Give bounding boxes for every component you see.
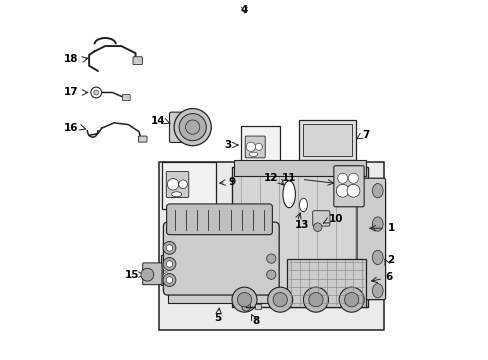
- Circle shape: [163, 242, 176, 254]
- Circle shape: [348, 173, 358, 183]
- Text: 15: 15: [124, 270, 139, 280]
- FancyBboxPatch shape: [356, 178, 385, 300]
- Bar: [167, 291, 274, 303]
- Text: 14: 14: [150, 116, 165, 126]
- FancyBboxPatch shape: [312, 211, 329, 226]
- Bar: [160, 255, 175, 285]
- Text: 11: 11: [281, 173, 296, 183]
- Text: 9: 9: [228, 177, 235, 187]
- Circle shape: [179, 180, 187, 189]
- Circle shape: [339, 287, 364, 312]
- Circle shape: [163, 257, 176, 270]
- Text: 8: 8: [252, 316, 259, 326]
- Circle shape: [166, 261, 172, 267]
- Ellipse shape: [372, 250, 382, 265]
- Circle shape: [246, 142, 255, 152]
- Ellipse shape: [248, 152, 257, 157]
- Circle shape: [303, 287, 328, 312]
- Circle shape: [337, 173, 347, 183]
- Circle shape: [272, 293, 287, 307]
- Bar: [159, 162, 383, 330]
- Circle shape: [336, 184, 348, 197]
- FancyBboxPatch shape: [166, 171, 188, 198]
- Bar: [254, 304, 261, 309]
- Text: 17: 17: [63, 87, 78, 98]
- Circle shape: [231, 287, 257, 312]
- FancyBboxPatch shape: [138, 136, 147, 142]
- Text: 18: 18: [64, 54, 78, 64]
- Text: 16: 16: [64, 123, 78, 133]
- Ellipse shape: [299, 198, 307, 212]
- FancyBboxPatch shape: [333, 166, 364, 207]
- Text: 3: 3: [224, 140, 231, 150]
- FancyBboxPatch shape: [298, 120, 356, 159]
- FancyBboxPatch shape: [163, 222, 279, 295]
- Circle shape: [346, 184, 359, 197]
- Circle shape: [91, 87, 102, 98]
- Ellipse shape: [372, 284, 382, 298]
- Circle shape: [163, 264, 170, 271]
- FancyBboxPatch shape: [122, 95, 130, 101]
- Bar: [287, 258, 365, 307]
- Circle shape: [266, 254, 275, 263]
- FancyBboxPatch shape: [142, 263, 162, 285]
- Ellipse shape: [283, 181, 295, 208]
- Circle shape: [237, 293, 251, 307]
- Circle shape: [267, 287, 292, 312]
- Circle shape: [166, 277, 172, 283]
- Circle shape: [313, 223, 322, 231]
- Bar: [241, 126, 280, 166]
- Circle shape: [308, 293, 323, 307]
- Bar: [162, 162, 216, 208]
- FancyBboxPatch shape: [169, 112, 203, 143]
- Circle shape: [167, 179, 179, 190]
- Circle shape: [266, 270, 275, 279]
- FancyBboxPatch shape: [133, 57, 142, 64]
- Text: 12: 12: [264, 173, 278, 183]
- Text: 10: 10: [328, 214, 342, 224]
- Ellipse shape: [372, 217, 382, 231]
- FancyBboxPatch shape: [166, 204, 272, 235]
- Text: 6: 6: [385, 272, 392, 282]
- Text: 5: 5: [214, 312, 221, 323]
- Text: 2: 2: [386, 255, 394, 265]
- Ellipse shape: [171, 192, 181, 197]
- Text: 1: 1: [386, 223, 394, 233]
- Circle shape: [344, 293, 358, 307]
- Text: 7: 7: [362, 130, 369, 140]
- Circle shape: [242, 302, 250, 311]
- Circle shape: [94, 90, 99, 95]
- Circle shape: [163, 273, 170, 280]
- Circle shape: [174, 109, 211, 146]
- Ellipse shape: [372, 184, 382, 198]
- Text: 4: 4: [240, 5, 248, 15]
- FancyBboxPatch shape: [233, 160, 365, 176]
- Circle shape: [141, 268, 153, 281]
- FancyBboxPatch shape: [244, 136, 264, 158]
- Circle shape: [185, 120, 200, 134]
- Circle shape: [163, 274, 176, 287]
- Circle shape: [255, 143, 262, 150]
- Circle shape: [166, 245, 172, 251]
- Text: 13: 13: [294, 220, 308, 230]
- Circle shape: [179, 113, 206, 141]
- Bar: [303, 123, 351, 156]
- FancyBboxPatch shape: [231, 167, 367, 307]
